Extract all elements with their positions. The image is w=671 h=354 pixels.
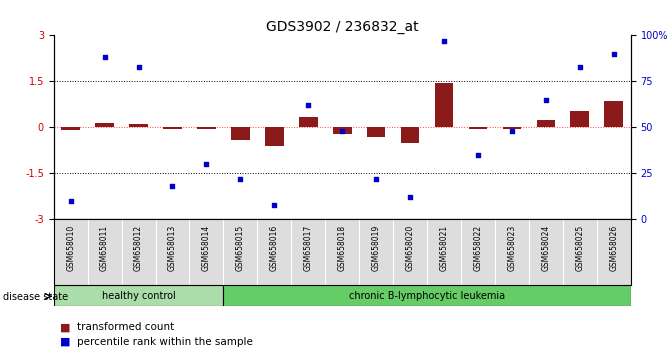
Point (99, 55, 110, 60)
Text: transformed count: transformed count (77, 322, 174, 332)
Point (609, 51, 619, 57)
Bar (265, 127, 284, 146)
Bar (401, 127, 419, 143)
Title: GDS3902 / 236832_at: GDS3902 / 236832_at (266, 21, 419, 34)
Bar (163, 127, 182, 129)
Text: percentile rank within the sample: percentile rank within the sample (77, 337, 253, 347)
Text: GSM658026: GSM658026 (609, 225, 618, 271)
Point (439, 38, 450, 44)
Bar (367, 127, 386, 137)
Text: disease state: disease state (3, 292, 68, 302)
Text: GSM658010: GSM658010 (66, 225, 75, 271)
Text: GSM658020: GSM658020 (405, 225, 415, 271)
Bar (333, 127, 352, 133)
Bar (299, 117, 317, 127)
Bar (95, 124, 114, 127)
Text: ■: ■ (60, 322, 71, 332)
Text: GSM658019: GSM658019 (372, 225, 380, 271)
Bar (570, 110, 589, 127)
Text: GSM658014: GSM658014 (202, 225, 211, 271)
Text: GSM658012: GSM658012 (134, 225, 143, 271)
Point (541, 97, 552, 103)
Bar (54, 285, 223, 306)
Point (472, 152, 483, 158)
Bar (61, 127, 80, 130)
Bar (537, 120, 555, 127)
Bar (130, 124, 148, 127)
Point (337, 128, 348, 134)
Text: ■: ■ (60, 337, 71, 347)
Text: GSM658022: GSM658022 (474, 225, 482, 271)
Point (405, 195, 415, 200)
Text: GSM658017: GSM658017 (304, 225, 313, 271)
Text: GSM658024: GSM658024 (541, 225, 550, 271)
Text: GSM658023: GSM658023 (507, 225, 517, 271)
Point (574, 64, 585, 69)
Point (235, 176, 246, 182)
Point (201, 161, 212, 167)
Text: GSM658018: GSM658018 (338, 225, 347, 271)
Point (303, 103, 313, 108)
Text: GSM658015: GSM658015 (236, 225, 245, 271)
Point (371, 176, 382, 182)
Point (167, 183, 178, 189)
Bar (223, 285, 631, 306)
Text: healthy control: healthy control (102, 291, 175, 301)
Text: GSM658025: GSM658025 (575, 225, 584, 271)
Text: GSM658016: GSM658016 (270, 225, 279, 271)
Text: GSM658013: GSM658013 (168, 225, 177, 271)
Bar (503, 127, 521, 129)
Point (507, 128, 517, 134)
Bar (468, 127, 487, 129)
Bar (197, 127, 216, 129)
Text: GSM658021: GSM658021 (440, 225, 448, 271)
Bar (231, 127, 250, 140)
Text: GSM658011: GSM658011 (100, 225, 109, 271)
Point (133, 64, 144, 69)
Point (269, 202, 280, 207)
Bar (435, 83, 454, 127)
Point (65, 198, 76, 204)
Text: chronic B-lymphocytic leukemia: chronic B-lymphocytic leukemia (349, 291, 505, 301)
Bar (605, 101, 623, 127)
